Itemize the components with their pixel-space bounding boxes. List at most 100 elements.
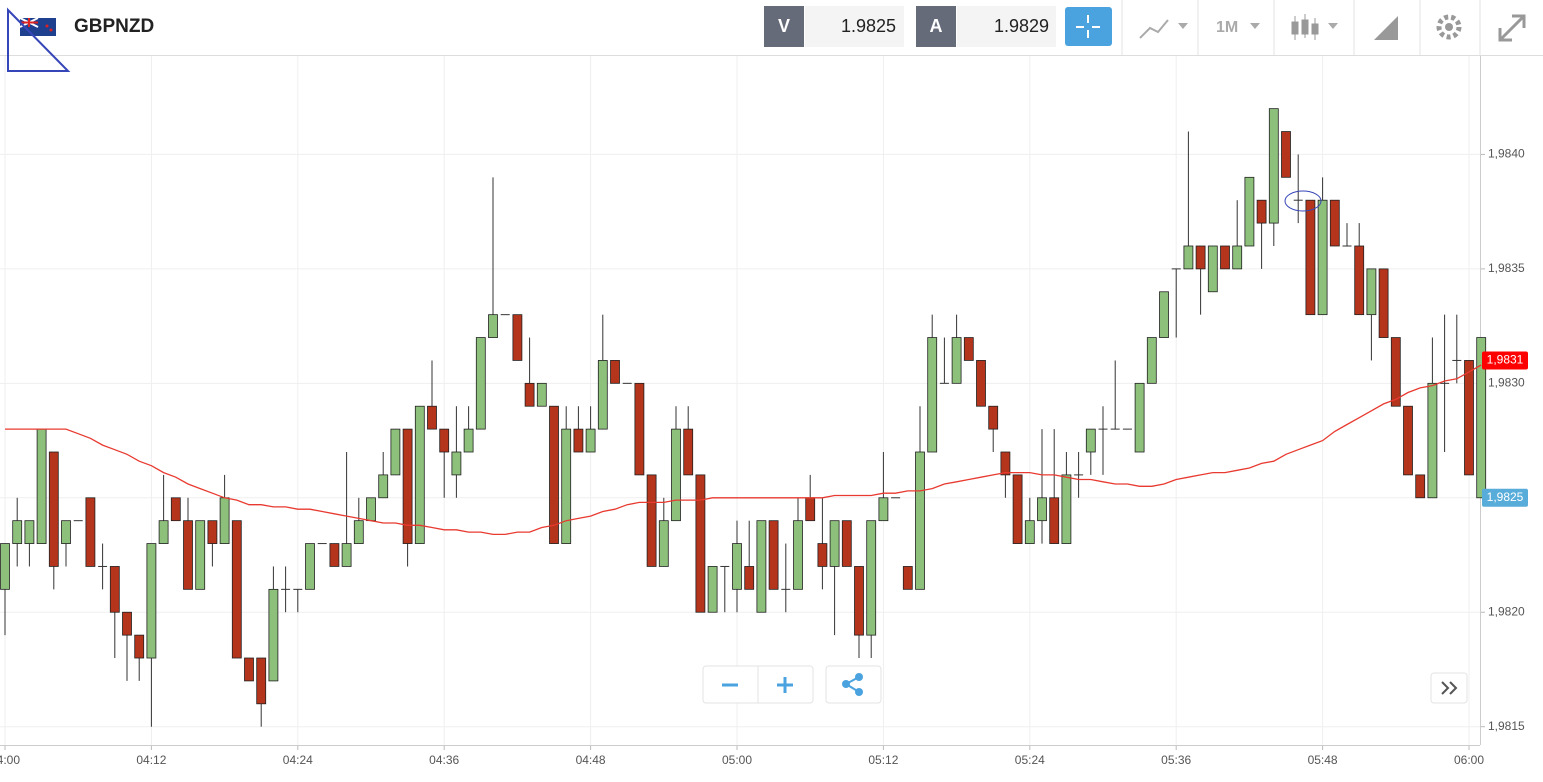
candle-body [1366,268,1377,316]
candle-body [0,543,10,590]
candle-body [671,428,681,522]
candle-body [207,520,218,544]
bid-label: V [778,16,790,36]
candle-body [1146,337,1157,384]
candle-body [585,428,596,453]
candle-body [1256,199,1267,224]
candle-body [561,428,572,544]
settings-icon-center [1445,23,1453,31]
y-tick-label: 1,9835 [1488,261,1525,275]
candle-body [1232,245,1243,270]
candle-body [732,543,742,590]
candle-body [488,314,498,338]
crosshair-icon [1076,15,1100,38]
candle-body [1281,131,1291,178]
candle-body [85,497,96,567]
candle-body [1329,199,1340,247]
ask-box[interactable] [957,6,1056,47]
x-tick-label: 05:12 [868,753,898,767]
scroll-end-icon [1441,681,1458,695]
candle-body [1305,199,1316,316]
drawing-triangle [7,7,71,72]
ask-label-box[interactable] [916,6,956,47]
candle-body [427,405,437,430]
crosshair-button[interactable] [1065,7,1112,46]
candle-body [902,566,913,590]
candle-body [109,566,120,613]
candle-body [378,474,389,499]
chart-type-icon[interactable] [1139,19,1169,39]
candle-body [1354,245,1365,316]
candle-body [183,520,193,590]
candle-body [1183,245,1194,270]
bid-box[interactable] [805,6,904,47]
candle-body [390,428,401,476]
candle-body [1207,245,1218,293]
candle-body [268,588,279,682]
share-button[interactable] [825,665,882,704]
share-icon [842,673,863,696]
candle-body [195,520,206,590]
candle-body [1134,382,1145,453]
candle-body [1061,474,1072,544]
moving-average [5,364,1482,536]
x-tick-label: 04:24 [283,753,313,767]
candle-body [854,566,864,636]
toolbar-separators [1121,0,1481,55]
candle-body [707,566,718,613]
price-tag [1482,351,1528,370]
candle-body [231,520,242,659]
ask: 1.9829 [994,16,1049,36]
candle-body [256,657,267,705]
drawing-ellipse [1284,190,1322,212]
candle-body [927,337,938,453]
candle-body [658,520,669,567]
candle-body [1427,382,1438,499]
ask-label: A [930,16,943,36]
dropdown-arrow [1250,23,1260,29]
candle-body [1159,291,1169,338]
candle-body [366,497,376,522]
candle-icon[interactable] [1291,14,1319,40]
candle-body [1000,451,1011,476]
candle-body [1220,245,1230,270]
timeframe[interactable]: 1M [1216,19,1238,36]
settings-icon[interactable] [1436,14,1462,40]
candle-body [549,405,559,544]
bid-label-box[interactable] [764,6,804,47]
candle-body [122,611,132,636]
candle-body [536,382,547,407]
candle-body [512,314,523,361]
x-tick-label: 05:48 [1308,753,1338,767]
candle-body [305,543,315,590]
zoom-in[interactable] [777,677,793,693]
candle-body [1037,497,1047,522]
candle-body [36,428,47,544]
x-tick-label: 04:36 [429,753,459,767]
candle-body [817,543,828,567]
dropdown-arrow [1178,23,1188,29]
x-tick-label: 05:00 [722,753,752,767]
candle-body [597,360,608,430]
candle-body [353,520,364,544]
candle-body [134,634,145,659]
symbol: GBPNZD [74,16,154,37]
price-tag-label: 1,9825 [1487,490,1524,504]
candle-body [1268,108,1279,224]
dropdown-arrow [1328,23,1338,29]
candle-body [866,520,877,636]
candle-body [976,360,986,407]
candle-body [1085,428,1096,453]
price-tag [1482,488,1528,507]
candle-body [646,474,657,567]
plot-area: 1,9815 1,9820 1,9825 1,9830 1,9835 1,9840 04:0… [0,56,1528,767]
candle-body [170,497,181,522]
fullscreen-icon[interactable] [1498,14,1526,42]
candle-body [158,520,169,544]
draw-tool-icon[interactable] [1374,16,1398,40]
y-tick-label: 1,9815 [1488,719,1525,733]
candle-body [634,382,645,476]
x-tick-label: 04:12 [136,753,166,767]
candle-body [683,428,694,476]
candle-body [402,428,413,544]
